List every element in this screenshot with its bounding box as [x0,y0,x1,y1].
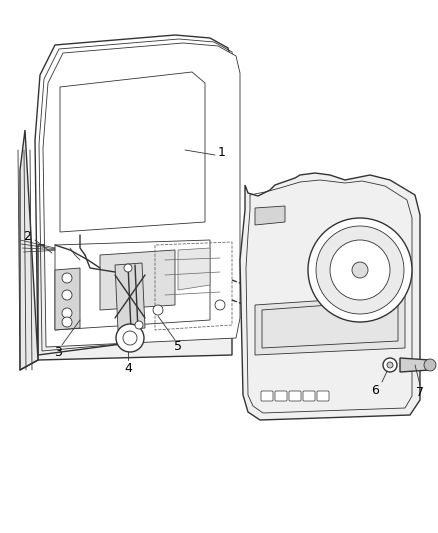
Polygon shape [178,248,210,290]
Circle shape [387,362,393,368]
Text: 3: 3 [54,345,62,359]
Polygon shape [38,235,232,360]
Text: 6: 6 [371,384,379,397]
Circle shape [62,273,72,283]
Polygon shape [55,65,210,240]
Polygon shape [43,43,240,347]
Circle shape [62,317,72,327]
Circle shape [62,290,72,300]
Text: 7: 7 [416,385,424,399]
Circle shape [62,308,72,318]
FancyBboxPatch shape [303,391,315,401]
Circle shape [124,264,132,272]
Circle shape [383,358,397,372]
Circle shape [308,218,412,322]
Circle shape [116,324,144,352]
Circle shape [123,331,137,345]
Circle shape [135,321,143,329]
FancyBboxPatch shape [289,391,301,401]
Polygon shape [255,295,405,355]
Polygon shape [20,130,38,370]
Circle shape [424,359,436,371]
FancyBboxPatch shape [275,391,287,401]
Polygon shape [240,173,420,420]
Text: 1: 1 [218,147,226,159]
Circle shape [352,262,368,278]
Text: 4: 4 [124,361,132,375]
Circle shape [215,300,225,310]
FancyBboxPatch shape [261,391,273,401]
Polygon shape [255,206,285,225]
Text: 2: 2 [23,230,31,244]
Circle shape [330,240,390,300]
Circle shape [153,305,163,315]
Polygon shape [400,358,432,372]
Polygon shape [115,263,145,330]
FancyBboxPatch shape [317,391,329,401]
Polygon shape [100,250,175,310]
Circle shape [316,226,404,314]
Polygon shape [55,268,80,330]
Text: 5: 5 [174,341,182,353]
